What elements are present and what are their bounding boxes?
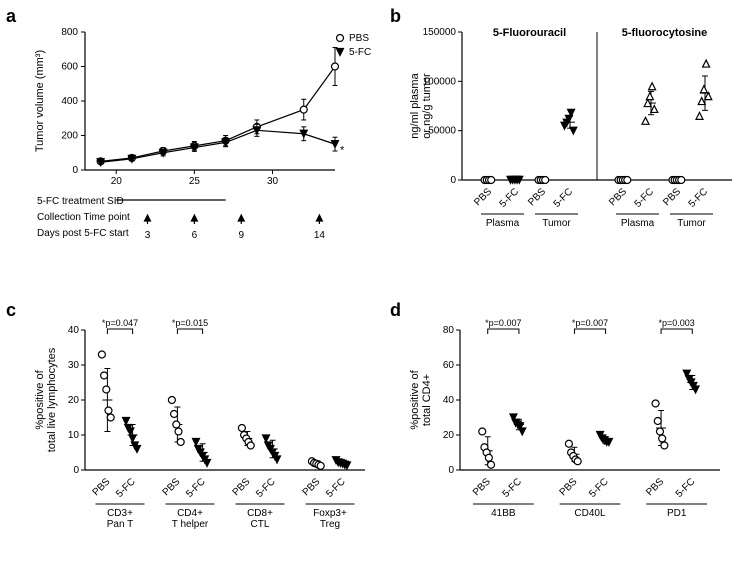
panel-label-c: c bbox=[6, 300, 16, 321]
svg-text:PBS: PBS bbox=[661, 186, 683, 208]
svg-text:0: 0 bbox=[72, 165, 78, 176]
svg-text:*p=0.003: *p=0.003 bbox=[659, 318, 695, 328]
svg-text:5-Fluorouracil: 5-Fluorouracil bbox=[493, 27, 566, 39]
svg-text:10: 10 bbox=[68, 430, 80, 441]
svg-text:800: 800 bbox=[61, 27, 78, 38]
svg-text:*p=0.047: *p=0.047 bbox=[102, 318, 138, 328]
chart-c: 0 10 20 30 40 %positive oftotal live lymphocy… bbox=[25, 310, 380, 570]
svg-text:Tumor: Tumor bbox=[677, 218, 706, 229]
svg-text:600: 600 bbox=[61, 62, 78, 73]
svg-text:9: 9 bbox=[238, 230, 244, 241]
chart-d: 0 20 40 60 80 %positive oftotal CD4+ PBS 5-FC 41… bbox=[400, 310, 745, 570]
svg-text:PBS: PBS bbox=[558, 476, 580, 498]
svg-text:5-fluorocytosine: 5-fluorocytosine bbox=[622, 27, 708, 39]
chart-a: 0 200 400 600 800 20 25 30 Tumor volume (mm³) * PB… bbox=[25, 20, 385, 280]
svg-text:5-FC: 5-FC bbox=[501, 476, 525, 500]
chart-b: 050000100000150000ng/ml plasmaor ng/g tu… bbox=[400, 20, 750, 270]
svg-text:5-FC: 5-FC bbox=[587, 476, 611, 500]
svg-text:5-FC: 5-FC bbox=[349, 47, 371, 58]
svg-text:20: 20 bbox=[443, 430, 455, 441]
svg-text:*: * bbox=[340, 144, 345, 156]
svg-text:40: 40 bbox=[443, 395, 455, 406]
svg-text:200: 200 bbox=[61, 131, 78, 142]
svg-text:PD1: PD1 bbox=[667, 508, 687, 519]
svg-text:150000: 150000 bbox=[423, 27, 457, 38]
svg-text:PBS: PBS bbox=[472, 186, 494, 208]
svg-text:Days post 5-FC start: Days post 5-FC start bbox=[37, 228, 129, 239]
svg-text:30: 30 bbox=[68, 360, 80, 371]
svg-text:30: 30 bbox=[267, 176, 279, 187]
svg-text:80: 80 bbox=[443, 325, 455, 336]
svg-text:25: 25 bbox=[189, 176, 201, 187]
svg-text:40: 40 bbox=[68, 325, 80, 336]
svg-text:PBS: PBS bbox=[349, 33, 369, 44]
svg-text:PBS: PBS bbox=[91, 476, 113, 498]
svg-text:Tumor: Tumor bbox=[542, 218, 571, 229]
svg-text:5-FC: 5-FC bbox=[674, 476, 698, 500]
svg-text:5-FC treatment SID: 5-FC treatment SID bbox=[37, 196, 124, 207]
svg-text:PBS: PBS bbox=[231, 476, 253, 498]
svg-text:0: 0 bbox=[448, 465, 454, 476]
svg-text:20: 20 bbox=[68, 395, 80, 406]
svg-text:*p=0.007: *p=0.007 bbox=[485, 318, 521, 328]
svg-text:0: 0 bbox=[73, 465, 79, 476]
svg-text:5-FC: 5-FC bbox=[184, 476, 208, 500]
svg-text:41BB: 41BB bbox=[491, 508, 516, 519]
svg-text:Plasma: Plasma bbox=[621, 218, 655, 229]
svg-text:14: 14 bbox=[314, 230, 326, 241]
svg-text:CD40L: CD40L bbox=[574, 508, 606, 519]
svg-text:CD8+CTL: CD8+CTL bbox=[247, 508, 273, 530]
svg-text:*p=0.015: *p=0.015 bbox=[172, 318, 208, 328]
svg-text:20: 20 bbox=[111, 176, 123, 187]
svg-text:PBS: PBS bbox=[644, 476, 666, 498]
svg-text:0: 0 bbox=[450, 175, 456, 186]
svg-text:5-FC: 5-FC bbox=[114, 476, 138, 500]
svg-text:ng/ml plasmaor ng/g tumor: ng/ml plasmaor ng/g tumor bbox=[409, 72, 433, 138]
svg-text:5-FC: 5-FC bbox=[552, 186, 576, 210]
svg-text:3: 3 bbox=[145, 230, 151, 241]
svg-text:PBS: PBS bbox=[607, 186, 629, 208]
svg-text:PBS: PBS bbox=[301, 476, 323, 498]
svg-text:CD4+T helper: CD4+T helper bbox=[172, 508, 209, 530]
svg-text:Collection Time point: Collection Time point bbox=[37, 212, 130, 223]
panel-label-a: a bbox=[6, 6, 16, 27]
svg-text:Plasma: Plasma bbox=[486, 218, 520, 229]
svg-text:5-FC: 5-FC bbox=[633, 186, 657, 210]
svg-text:%positive oftotal live lymphoc: %positive oftotal live lymphocytes bbox=[34, 347, 58, 452]
svg-text:Tumor volume (mm³): Tumor volume (mm³) bbox=[34, 50, 46, 152]
svg-text:CD3+Pan T: CD3+Pan T bbox=[107, 508, 134, 530]
svg-text:400: 400 bbox=[61, 96, 78, 107]
svg-text:PBS: PBS bbox=[471, 476, 493, 498]
svg-text:%positive oftotal CD4+: %positive oftotal CD4+ bbox=[409, 369, 433, 429]
svg-text:PBS: PBS bbox=[161, 476, 183, 498]
svg-text:6: 6 bbox=[192, 230, 198, 241]
svg-text:5-FC: 5-FC bbox=[498, 186, 522, 210]
svg-text:60: 60 bbox=[443, 360, 455, 371]
svg-text:5-FC: 5-FC bbox=[324, 476, 348, 500]
svg-text:PBS: PBS bbox=[526, 186, 548, 208]
svg-text:*p=0.007: *p=0.007 bbox=[572, 318, 608, 328]
svg-text:Foxp3+Treg: Foxp3+Treg bbox=[313, 508, 347, 530]
svg-text:5-FC: 5-FC bbox=[254, 476, 278, 500]
svg-text:5-FC: 5-FC bbox=[687, 186, 711, 210]
